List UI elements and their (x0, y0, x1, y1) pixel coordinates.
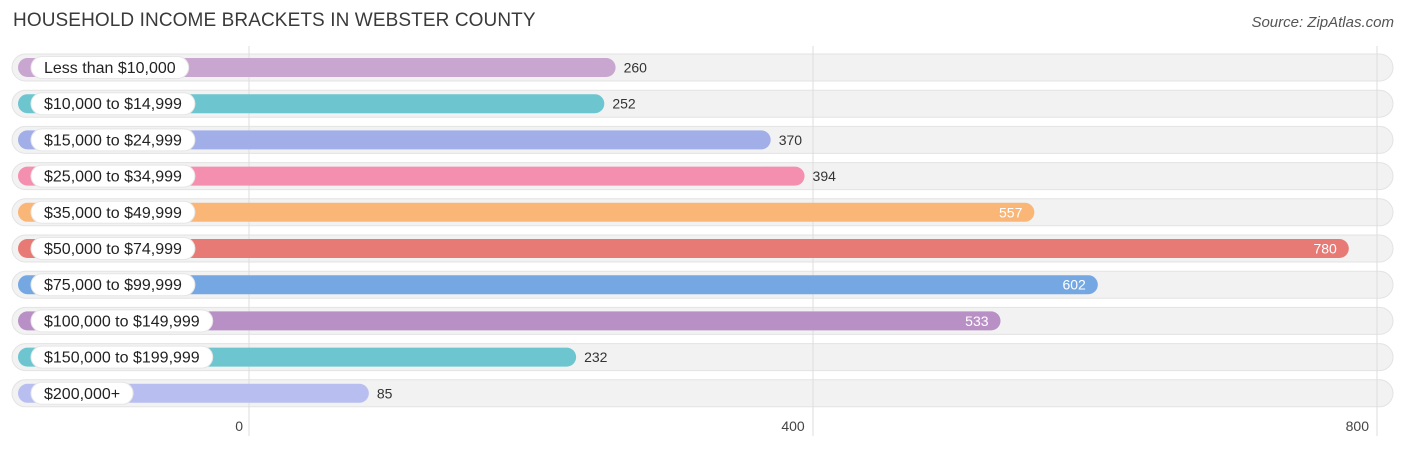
category-label: $200,000+ (44, 386, 120, 403)
x-tick-label: 0 (235, 418, 243, 434)
value-label: 260 (624, 60, 648, 76)
category-pill (30, 200, 196, 224)
bar (18, 130, 771, 150)
value-label: 557 (999, 204, 1023, 220)
value-label: 533 (965, 313, 989, 329)
category-pill (30, 237, 196, 260)
category-pill (30, 345, 214, 369)
value-label: 232 (584, 349, 608, 365)
bar (18, 275, 1098, 295)
category-label: $75,000 to $99,999 (44, 277, 182, 294)
category-pill (30, 381, 134, 405)
bar (18, 202, 1035, 222)
value-label: 780 (1313, 241, 1337, 257)
category-pill (30, 92, 196, 116)
source-label: Source: ZipAtlas.com (1251, 14, 1394, 31)
value-label: 602 (1062, 277, 1086, 293)
value-label: 252 (612, 96, 636, 112)
category-label: $25,000 to $34,999 (44, 169, 182, 186)
chart-title: HOUSEHOLD INCOME BRACKETS IN WEBSTER COU… (13, 10, 536, 31)
category-pill (30, 273, 196, 297)
category-label: $150,000 to $199,999 (44, 350, 200, 367)
bar (18, 166, 805, 186)
category-label: $50,000 to $74,999 (44, 241, 182, 258)
value-label: 394 (813, 168, 837, 184)
category-label: $35,000 to $49,999 (44, 205, 182, 222)
value-label: 370 (779, 132, 803, 148)
x-tick-label: 400 (781, 418, 805, 434)
value-label: 85 (377, 385, 393, 401)
category-label: $100,000 to $149,999 (44, 313, 200, 330)
category-label: Less than $10,000 (44, 60, 176, 77)
category-pill (30, 128, 196, 152)
category-label: $10,000 to $14,999 (44, 96, 182, 113)
category-pill (30, 164, 196, 188)
category-pill (30, 309, 214, 333)
bar (18, 239, 1349, 258)
category-label: $15,000 to $24,999 (44, 132, 182, 149)
category-pill (30, 56, 190, 79)
bar (18, 311, 1001, 331)
x-tick-label: 800 (1346, 418, 1370, 434)
